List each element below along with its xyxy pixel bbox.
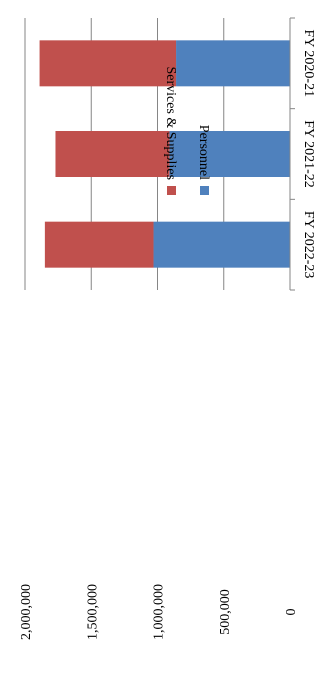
value-tick-label: 2,000,000 (19, 584, 34, 640)
category-label: FY 2022-23 (301, 211, 316, 279)
bars (39, 40, 290, 268)
value-axis-labels: 0 500,000 1,000,000 1,500,000 2,000,000 (19, 584, 299, 640)
bar-segment (55, 131, 170, 177)
legend-label: Personnel (196, 125, 211, 180)
category-labels: FY 2020-21 FY 2021-22 FY 2022-23 (301, 30, 316, 279)
value-tick-label: 0 (284, 609, 299, 616)
axes (289, 17, 295, 291)
bar-segment (169, 131, 290, 177)
legend-swatch (200, 186, 209, 195)
category-label: FY 2020-21 (301, 30, 316, 98)
bar-segment (39, 40, 177, 87)
legend: Services & Supplies Personnel (163, 66, 211, 195)
value-tick-label: 1,500,000 (85, 584, 100, 640)
value-tick-label: 500,000 (218, 589, 233, 635)
bar-segment (153, 221, 290, 268)
legend-swatch (167, 186, 176, 195)
category-label: FY 2021-22 (301, 120, 316, 188)
value-tick-label: 1,000,000 (152, 584, 167, 640)
bar-segment (176, 40, 290, 87)
bar-segment (44, 221, 154, 268)
legend-label: Services & Supplies (163, 66, 178, 180)
